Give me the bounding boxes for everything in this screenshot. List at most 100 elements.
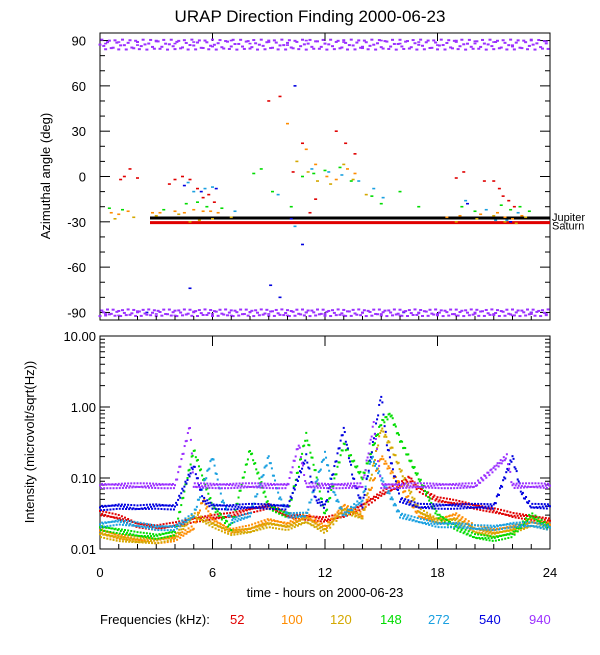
intensity-point [297,522,300,525]
intensity-point [530,506,533,509]
angle-point [396,43,400,46]
angle-point [422,310,426,313]
angle-point [454,314,458,317]
intensity-point [165,504,168,507]
intensity-point [245,486,248,489]
intensity-point [254,495,257,498]
intensity-point [313,488,316,491]
intensity-point [329,526,332,529]
angle-plot-frame [99,32,551,321]
angle-point [257,314,261,317]
intensity-point [339,516,342,519]
angle-point [261,44,265,47]
angle-point [136,44,139,46]
intensity-point [227,508,230,511]
intensity-point [481,478,484,481]
intensity-tick-label: 1.00 [71,400,96,415]
angle-point [512,48,516,51]
angle-point [359,314,363,317]
intensity-point [326,464,329,467]
intensity-point [133,520,136,523]
intensity-point [332,490,335,493]
intensity-point [385,483,388,486]
intensity-point [104,504,107,507]
intensity-point [196,477,199,480]
intensity-point [490,537,493,540]
angle-point [106,41,109,44]
intensity-point [157,541,160,544]
intensity-point [288,500,291,503]
intensity-point [204,483,207,486]
intensity-point [466,526,469,529]
intensity-point [414,486,417,489]
intensity-point [489,535,492,538]
intensity-point [549,505,551,508]
intensity-point [321,525,324,528]
intensity-point [497,531,500,534]
intensity-point [126,531,129,534]
intensity-point [287,516,290,519]
intensity-point [481,528,484,531]
angle-point [338,313,342,316]
intensity-point [295,520,298,523]
intensity-point [541,516,544,519]
intensity-point [499,530,501,533]
intensity-point [217,514,220,517]
intensity-point [244,482,247,485]
intensity-point [117,482,120,485]
intensity-point [358,501,361,504]
intensity-point [455,499,458,502]
intensity-point [521,491,524,494]
intensity-point [102,505,105,508]
intensity-point [283,483,286,486]
intensity-point [514,484,517,487]
intensity-point [341,487,344,490]
angle-point [511,217,514,220]
intensity-point [420,516,423,519]
intensity-point [219,504,222,507]
intensity-point [214,487,217,490]
legend-item-52: 52 [230,612,244,627]
intensity-point [305,511,308,514]
intensity-point [249,508,251,511]
intensity-point [477,479,480,482]
intensity-point [279,509,282,512]
intensity-point [189,518,192,521]
intensity-point [239,530,242,533]
intensity-point [360,486,363,489]
intensity-point [163,487,166,490]
angle-data-points [98,38,550,318]
intensity-point [409,501,412,504]
angle-point [119,315,123,318]
intensity-point [420,488,423,491]
angle-point [173,42,177,45]
intensity-point [266,503,269,506]
angle-point [145,311,149,314]
intensity-point [499,527,501,530]
intensity-point [336,511,339,514]
intensity-point [344,514,347,517]
angle-point [524,41,528,44]
intensity-point [363,507,366,510]
angle-point [229,309,233,312]
angle-point [214,48,218,51]
intensity-point [186,518,189,521]
intensity-point [322,458,325,461]
angle-point [188,308,192,311]
intensity-point [176,538,179,541]
angle-point [441,44,445,47]
intensity-point [476,506,479,509]
intensity-point [527,521,530,524]
intensity-point [170,525,173,528]
intensity-point [139,482,142,485]
intensity-point [132,533,135,536]
intensity-point [161,525,164,528]
intensity-point [413,516,416,519]
intensity-point [212,518,215,521]
intensity-point [338,487,341,490]
intensity-point [226,528,229,531]
angle-point [242,47,246,50]
intensity-point [506,533,509,536]
intensity-point [404,482,407,485]
intensity-point [147,536,150,539]
